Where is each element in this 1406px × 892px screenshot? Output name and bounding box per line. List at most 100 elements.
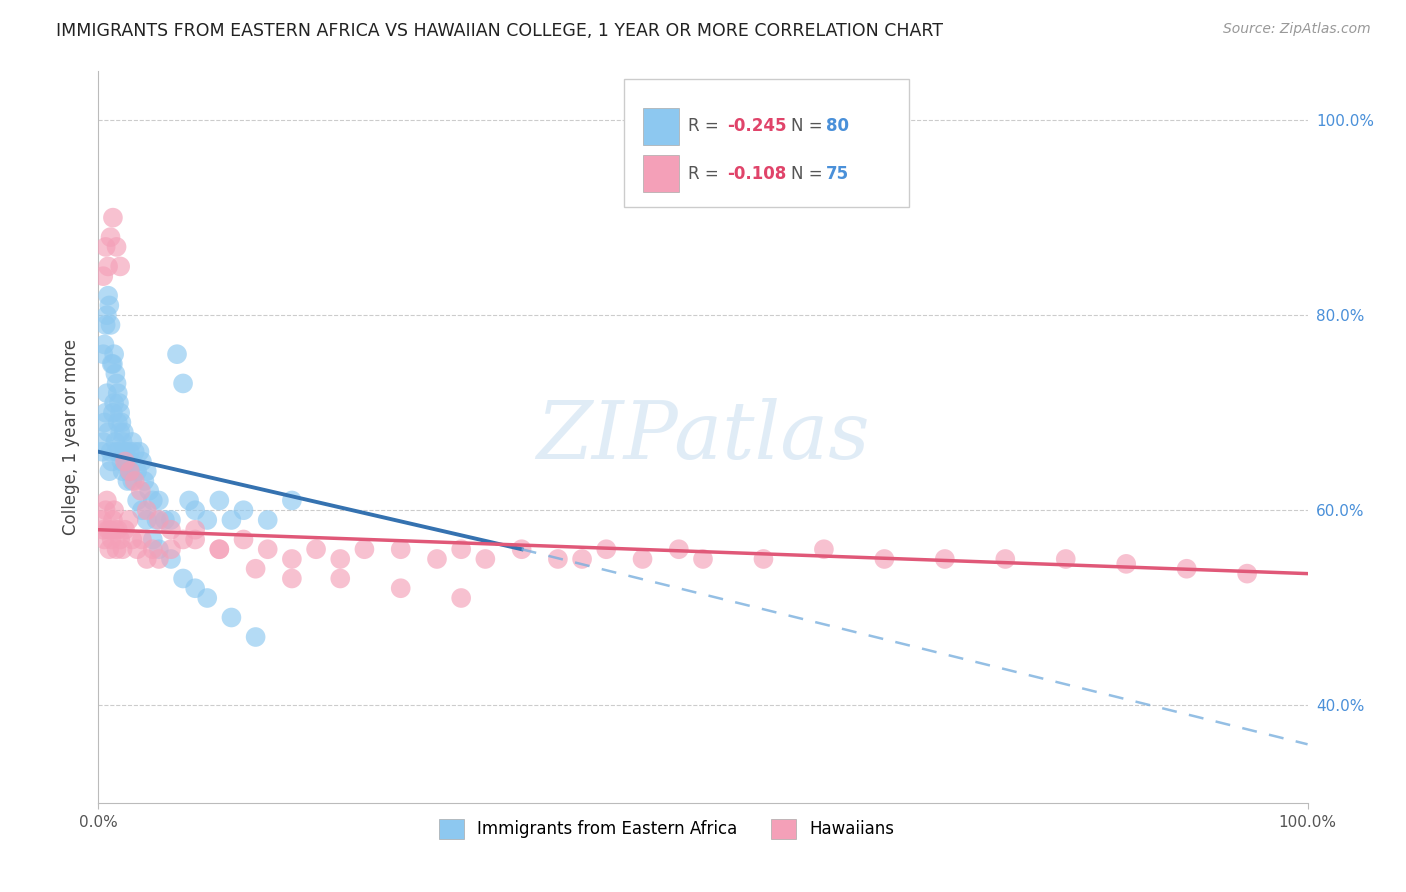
Point [108,533,131,547]
Point [184,503,207,517]
Point [118,464,141,478]
Point [127,493,149,508]
Point [98,464,121,478]
Text: N =: N = [792,165,828,183]
Point [510,542,533,557]
Point [571,552,593,566]
Point [1175,562,1198,576]
Point [1054,552,1077,566]
Point [172,572,194,586]
Point [166,347,188,361]
Point [96,493,118,508]
Point [631,552,654,566]
Point [142,493,165,508]
Point [108,406,131,420]
Point [813,542,835,557]
Point [142,533,165,547]
Point [692,552,714,566]
Point [195,591,218,605]
Point [105,376,128,391]
Point [108,260,131,274]
Point [91,513,114,527]
Point [120,454,142,468]
Point [101,211,124,225]
Point [91,523,114,537]
Point [100,533,122,547]
Point [232,503,254,517]
Point [148,552,170,566]
Text: N =: N = [792,117,828,136]
Point [97,288,120,302]
Point [256,542,278,557]
Point [96,386,118,401]
Point [208,542,231,557]
Point [450,591,472,605]
Point [94,503,117,517]
Point [98,298,121,312]
Point [107,416,129,430]
Point [103,396,125,410]
Point [118,513,141,527]
Point [135,552,157,566]
Point [114,523,136,537]
Point [110,454,132,468]
Point [107,523,129,537]
Point [184,533,207,547]
Point [105,240,128,254]
Point [108,396,131,410]
Point [221,610,243,624]
Text: R =: R = [689,117,724,136]
Point [281,493,304,508]
Point [184,523,207,537]
Point [195,513,218,527]
Point [148,542,170,557]
Point [172,376,194,391]
Point [547,552,569,566]
Point [110,416,132,430]
Point [934,552,956,566]
Point [160,523,183,537]
Point [179,493,201,508]
Point [100,444,122,458]
Point [118,464,141,478]
Point [114,444,136,458]
Point [101,406,124,420]
Point [112,425,135,440]
Point [389,581,412,595]
Point [281,572,304,586]
Point [129,483,152,498]
Point [172,533,194,547]
Point [148,493,170,508]
Point [281,552,304,566]
Point [121,533,143,547]
Point [474,552,496,566]
Point [245,562,267,576]
Point [97,425,120,440]
Point [103,347,125,361]
Point [118,444,141,458]
Point [245,630,267,644]
Point [97,523,120,537]
Point [91,434,114,449]
Point [104,434,127,449]
Point [138,483,160,498]
Text: Source: ZipAtlas.com: Source: ZipAtlas.com [1223,22,1371,37]
Point [153,513,176,527]
Point [134,474,156,488]
Point [105,542,128,557]
Point [117,474,139,488]
Point [160,552,183,566]
Point [104,523,127,537]
Point [221,513,243,527]
Point [128,444,150,458]
Point [100,230,122,244]
Point [160,542,183,557]
Point [208,493,231,508]
Point [118,464,141,478]
Point [93,337,115,351]
Point [105,444,128,458]
Point [329,552,352,566]
Point [127,542,149,557]
Point [124,444,146,458]
Point [142,542,165,557]
